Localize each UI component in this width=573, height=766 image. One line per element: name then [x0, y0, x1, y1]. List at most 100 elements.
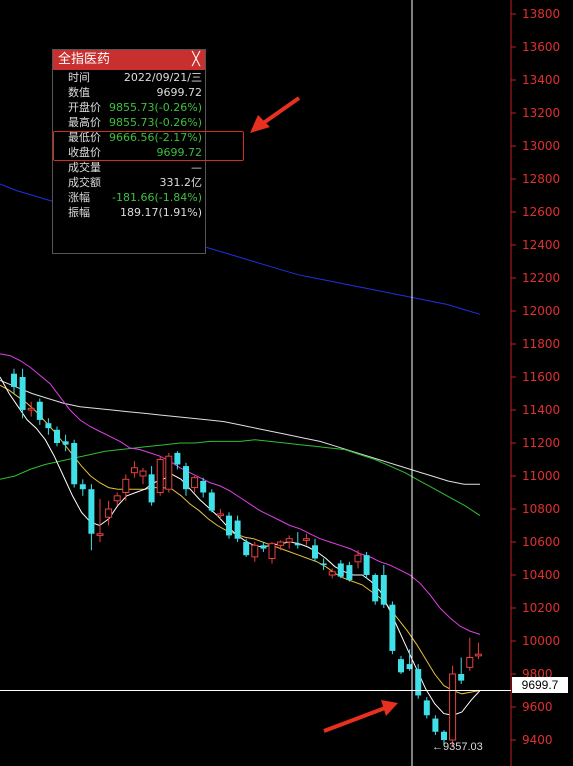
y-tick-label: 12000	[522, 304, 560, 318]
candle-body	[208, 492, 215, 511]
highlight-box	[53, 131, 244, 161]
ma120-line	[0, 379, 480, 485]
y-tick-label: 10400	[522, 568, 560, 582]
y-tick-label: 12400	[522, 238, 560, 252]
candle-body	[346, 565, 353, 580]
candle-body	[423, 700, 430, 716]
tooltip-row: 时间 2022/09/21/三	[53, 70, 205, 85]
candles	[11, 368, 482, 748]
y-tick-label: 10600	[522, 535, 560, 549]
candle-body	[354, 554, 362, 563]
period-low-value: 9357.03	[443, 741, 483, 753]
tooltip-row-value: 9855.73(-0.26%)	[109, 101, 202, 114]
candle-body	[363, 555, 370, 575]
ma20-line	[0, 353, 481, 635]
y-tick-label: 12200	[522, 271, 560, 285]
y-tick-label: 9600	[522, 700, 553, 714]
candle-body	[406, 664, 413, 670]
candle-body	[312, 545, 318, 559]
arrow-to-candle-head	[381, 700, 398, 716]
candle-body	[148, 474, 155, 503]
candle-body	[320, 563, 327, 566]
y-tick-label: 13000	[522, 139, 560, 153]
y-tick-label: 13400	[522, 73, 560, 87]
tooltip-row: 振幅 189.17(1.91%)	[53, 205, 205, 220]
candle-body	[458, 674, 465, 681]
candle-body	[251, 544, 259, 558]
candle-body	[19, 377, 26, 410]
arrow-to-tooltip	[260, 96, 301, 126]
candle-body	[466, 657, 474, 668]
tooltip-row-value: 9855.73(-0.26%)	[109, 116, 202, 129]
candle-body	[130, 467, 138, 474]
ma60-line	[0, 439, 481, 517]
tooltip-row: 成交量 —	[53, 160, 205, 175]
candle-body	[96, 533, 104, 536]
candle-body	[302, 538, 310, 541]
candle-body	[139, 470, 147, 477]
candle-body	[372, 575, 379, 602]
tooltip-row: 数值 9699.72	[53, 85, 205, 100]
tooltip-row: 最高价 9855.73(-0.26%)	[53, 115, 205, 130]
y-tick-label: 11800	[522, 337, 560, 351]
y-tick-label: 10000	[522, 634, 560, 648]
candle-body	[268, 543, 276, 560]
candle-body	[36, 401, 43, 420]
y-tick-label: 12800	[522, 172, 560, 186]
candle-body	[113, 495, 121, 502]
annotations	[0, 0, 511, 766]
tooltip-row-value: 331.2亿	[159, 176, 203, 189]
candle-body	[156, 459, 164, 493]
candle-body	[449, 673, 457, 741]
ma10-line	[0, 384, 481, 695]
y-tick-label: 11600	[522, 370, 560, 384]
candle-body	[234, 520, 241, 539]
candle-body	[380, 575, 387, 605]
tooltip-row: 最低价 9666.56(-2.17%)	[53, 130, 205, 145]
candle-body	[398, 659, 404, 673]
tooltip-title: 全指医药	[58, 52, 111, 67]
y-tick-label: 13200	[522, 106, 560, 120]
tooltip-row-value: —	[191, 161, 202, 174]
y-tick-label: 13600	[522, 40, 560, 54]
period-low-label: ←9357.03	[432, 741, 483, 753]
candle-body	[79, 484, 86, 490]
candle-body	[183, 466, 189, 490]
candle-body	[165, 455, 173, 490]
tooltip-row-value: 2022/09/21/三	[123, 71, 202, 84]
tooltip-row-label: 成交额	[68, 176, 101, 189]
candle-body	[294, 543, 301, 546]
tooltip-row: 成交额 331.2亿	[53, 175, 205, 190]
y-tick-label: 11200	[522, 436, 560, 450]
tooltip-row-label: 数值	[68, 86, 90, 99]
candle-body	[11, 373, 17, 387]
candle-body	[200, 480, 207, 493]
arrow-to-tooltip-head	[250, 115, 270, 133]
candle-body	[122, 478, 130, 493]
y-tick-label: 9400	[522, 733, 553, 747]
candle-body	[54, 429, 60, 443]
close-icon[interactable]: ╳	[192, 52, 200, 67]
data-tooltip[interactable]: 全指医药 ╳ 时间 2022/09/21/三 数值 9699.72 开盘价 9855.73…	[52, 49, 244, 254]
candle-body	[285, 538, 293, 543]
candle-body	[441, 731, 447, 740]
candle-body	[328, 571, 336, 576]
tooltip-row-label: 最高价	[68, 116, 101, 129]
candle-body	[337, 563, 344, 577]
tooltip-row-label: 振幅	[68, 206, 90, 219]
y-tick-label: 13800	[522, 7, 560, 21]
y-tick-label: 12600	[522, 205, 560, 219]
tooltip-row: 涨幅 -181.66(-1.84%)	[53, 190, 205, 205]
current-price-tag: 9699.7	[512, 677, 568, 693]
tooltip-rows: 时间 2022/09/21/三 数值 9699.72 开盘价 9855.73(-0.26%…	[53, 70, 205, 220]
candle-body	[88, 489, 95, 534]
tooltip-header[interactable]: 全指医药 ╳	[53, 50, 205, 70]
tooltip-row: 开盘价 9855.73(-0.26%)	[53, 100, 205, 115]
y-tick-label: 10800	[522, 502, 560, 516]
candle-body	[62, 441, 69, 445]
candle-body	[474, 653, 482, 657]
candle-body	[27, 407, 35, 411]
candle-body	[226, 515, 232, 536]
tooltip-row-value: 189.17(1.91%)	[119, 206, 202, 219]
